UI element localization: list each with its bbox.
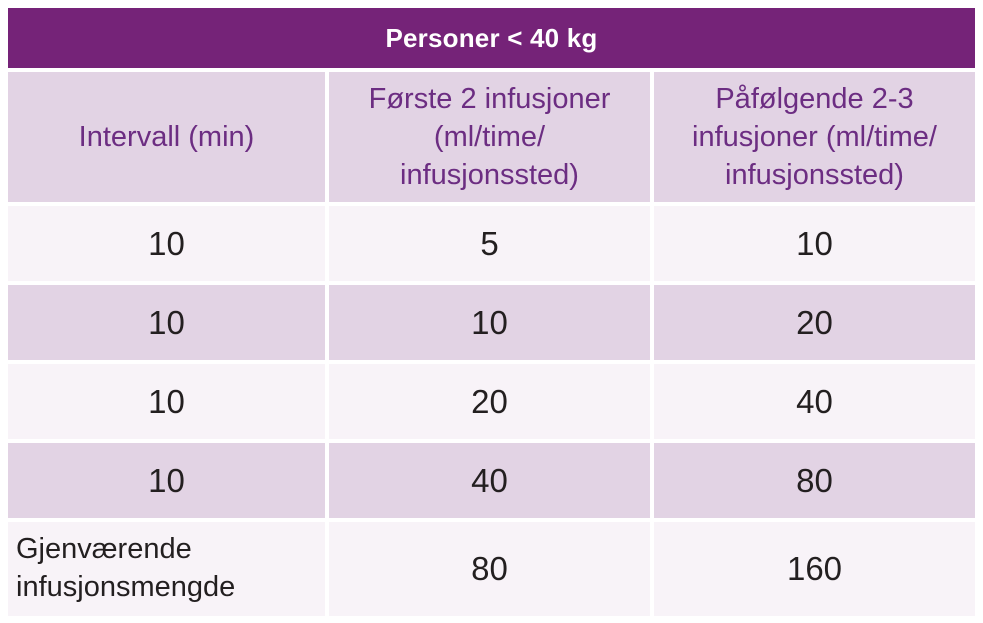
cell-gjenvaerende-label: Gjenværende infusjonsmengde <box>8 522 325 616</box>
cell-intervall-3: 10 <box>8 364 325 439</box>
table-title-row: Personer < 40 kg <box>8 8 975 68</box>
column-header-pafolgende-2-3-infusjoner: Påfølgende 2-3 infusjoner (ml/time/ infu… <box>654 72 975 202</box>
column-header-row: Intervall (min) Første 2 infusjoner (ml/… <box>8 72 975 202</box>
cell-pafolgende-infusjoner-2: 20 <box>654 285 975 360</box>
cell-intervall-2: 10 <box>8 285 325 360</box>
table-row-5: Gjenværende infusjonsmengde 80 160 <box>8 522 975 616</box>
table-row-3: 10 20 40 <box>8 364 975 439</box>
cell-intervall-1: 10 <box>8 206 325 281</box>
column-header-forste-2-infusjoner: Første 2 infusjoner (ml/time/ infusjonss… <box>329 72 650 202</box>
dosing-table: Personer < 40 kg Intervall (min) Første … <box>4 4 979 620</box>
cell-forste-infusjoner-2: 10 <box>329 285 650 360</box>
cell-forste-infusjoner-5: 80 <box>329 522 650 616</box>
cell-forste-infusjoner-3: 20 <box>329 364 650 439</box>
cell-pafolgende-infusjoner-1: 10 <box>654 206 975 281</box>
cell-pafolgende-infusjoner-3: 40 <box>654 364 975 439</box>
cell-forste-infusjoner-4: 40 <box>329 443 650 518</box>
cell-pafolgende-infusjoner-5: 160 <box>654 522 975 616</box>
table-row-2: 10 10 20 <box>8 285 975 360</box>
table-title: Personer < 40 kg <box>8 8 975 68</box>
column-header-intervall: Intervall (min) <box>8 72 325 202</box>
table-row-4: 10 40 80 <box>8 443 975 518</box>
cell-forste-infusjoner-1: 5 <box>329 206 650 281</box>
cell-pafolgende-infusjoner-4: 80 <box>654 443 975 518</box>
cell-intervall-4: 10 <box>8 443 325 518</box>
table-row-1: 10 5 10 <box>8 206 975 281</box>
